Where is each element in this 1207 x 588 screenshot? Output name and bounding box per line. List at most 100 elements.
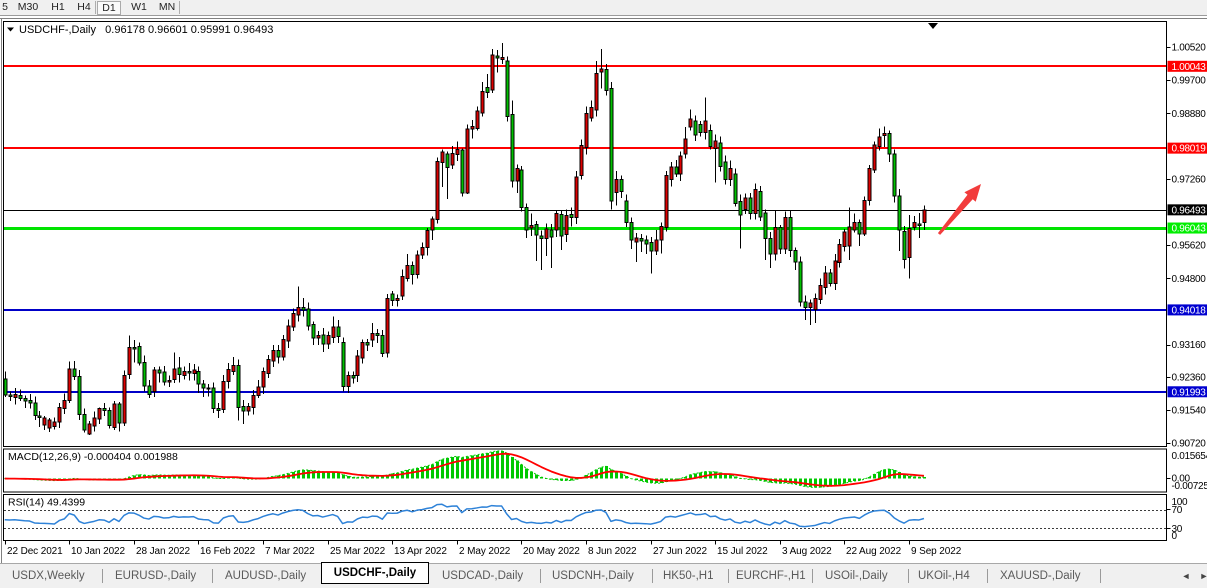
- candle-bullish: [246, 405, 251, 412]
- macd-histogram-bar: [138, 474, 141, 479]
- macd-histogram-bar: [794, 478, 797, 485]
- timeframe-button-w1[interactable]: W1: [131, 1, 147, 13]
- candle-bearish: [211, 387, 216, 409]
- candle-bearish: [828, 272, 833, 285]
- macd-histogram-bar: [575, 478, 578, 480]
- candle-bullish: [370, 333, 375, 341]
- timeframe-button-h1[interactable]: H1: [51, 1, 65, 13]
- chart-tab-usdcnh-daily[interactable]: USDCNH-,Daily: [552, 570, 634, 582]
- candle-bullish: [395, 298, 400, 302]
- macd-histogram-bar: [858, 478, 861, 481]
- candle-bearish: [549, 229, 554, 238]
- candle-bullish: [97, 407, 102, 420]
- candle-bearish: [82, 414, 87, 431]
- date-axis-label: 25 Mar 2022: [330, 546, 386, 557]
- chart-tab-eurusd-daily[interactable]: EURUSD-,Daily: [115, 570, 197, 582]
- macd-histogram-bar: [332, 472, 335, 479]
- candle-bearish: [341, 342, 346, 388]
- candle-bearish: [390, 293, 395, 302]
- chart-shift-marker-icon[interactable]: [928, 23, 938, 29]
- macd-histogram-bar: [491, 451, 494, 479]
- candle-bearish: [410, 264, 415, 276]
- tab-separator: [1100, 569, 1101, 583]
- chart-tab-hk50-h1[interactable]: HK50-,H1: [663, 570, 714, 582]
- candle-bullish: [112, 403, 117, 428]
- window-edge-top: [0, 18, 1207, 19]
- macd-histogram-bar: [615, 471, 618, 479]
- candle-bearish: [609, 88, 614, 202]
- candle-bearish: [18, 395, 23, 399]
- chart-tab-xauusd-daily[interactable]: XAUUSD-,Daily: [1000, 570, 1081, 582]
- symbol-dropdown-icon[interactable]: [7, 27, 14, 32]
- main-price-panel[interactable]: [3, 21, 1167, 447]
- candle-bullish: [355, 355, 360, 377]
- macd-histogram-bar: [411, 469, 414, 479]
- candle-bearish: [674, 166, 679, 175]
- candle-bullish: [654, 239, 659, 252]
- candle-bearish: [33, 402, 38, 416]
- price-axis-label: 1.00520: [1172, 43, 1207, 54]
- macd-histogram-bar: [217, 478, 220, 479]
- price-axis-label: 0.95620: [1172, 241, 1207, 252]
- macd-histogram-bar: [789, 478, 792, 484]
- chart-tab-ukoil-h4[interactable]: UKOil-,H4: [918, 570, 970, 582]
- trend-arrow[interactable]: [937, 184, 981, 235]
- macd-histogram-bar: [804, 478, 807, 487]
- candle-bearish: [887, 133, 892, 155]
- candle-bearish: [117, 403, 122, 424]
- rsi-axis-label: 0: [1172, 531, 1178, 542]
- candle-bullish: [435, 160, 440, 221]
- macd-label: MACD(12,26,9) -0.000404 0.001988: [8, 451, 178, 463]
- chart-tab-usdx-weekly[interactable]: USDX,Weekly: [12, 570, 85, 582]
- candle-bearish: [137, 346, 142, 364]
- candle-bullish: [67, 368, 72, 401]
- candle-bullish: [326, 335, 331, 345]
- candle-bullish: [360, 342, 365, 359]
- timeframe-button-mn[interactable]: MN: [158, 1, 176, 13]
- candle-bullish: [554, 213, 559, 231]
- macd-histogram-bar: [197, 475, 200, 479]
- candle-bearish: [162, 371, 167, 383]
- candle-bearish: [495, 55, 500, 59]
- chart-tab-eurchf-h1[interactable]: EURCHF-,H1: [736, 570, 806, 582]
- macd-histogram-bar: [908, 475, 911, 479]
- candle-bullish: [589, 106, 594, 119]
- price-badge-label: 0.98019: [1172, 144, 1207, 155]
- macd-histogram-bar: [819, 478, 822, 488]
- toolbar-separator: [179, 1, 180, 14]
- timeframe-button-5[interactable]: 5: [2, 1, 8, 13]
- chart-area[interactable]: USDCHF-,Daily 0.96178 0.96601 0.95991 0.…: [0, 0, 1207, 563]
- candle-bullish: [47, 419, 52, 429]
- candle-bearish: [569, 213, 574, 219]
- candle-bullish: [57, 407, 62, 423]
- candle-bullish: [256, 386, 261, 397]
- chart-tab-audusd-daily[interactable]: AUDUSD-,Daily: [225, 570, 307, 582]
- macd-histogram-bar: [446, 458, 449, 479]
- macd-histogram-bar: [386, 474, 389, 479]
- candle-bullish: [922, 209, 927, 224]
- candle-bullish: [872, 144, 877, 171]
- macd-panel: [3, 448, 1167, 493]
- timeframe-button-h4[interactable]: H4: [77, 1, 91, 13]
- candle-bullish: [703, 120, 708, 134]
- price-badge: [1167, 142, 1207, 154]
- candle-bullish: [574, 176, 579, 219]
- timeframe-button-m30[interactable]: M30: [17, 1, 39, 13]
- candle-bearish: [604, 68, 609, 92]
- macd-histogram-bar: [347, 476, 350, 479]
- macd-histogram-bar: [476, 454, 479, 479]
- candle-bullish: [62, 399, 67, 409]
- price-axis-label: 0.93160: [1172, 340, 1207, 351]
- chart-tab-usoil-daily[interactable]: USOil-,Daily: [825, 570, 888, 582]
- timeframe-button-d1[interactable]: D1: [97, 1, 121, 15]
- macd-signal-line: [4, 452, 925, 487]
- macd-histogram-bar: [560, 478, 563, 481]
- price-badge: [1167, 386, 1207, 398]
- chart-tab-usdchf-daily[interactable]: USDCHF-,Daily: [321, 562, 429, 584]
- candle-bullish: [291, 312, 296, 328]
- candle-bearish: [718, 142, 723, 167]
- chart-tab-usdcad-daily[interactable]: USDCAD-,Daily: [442, 570, 524, 582]
- tab-scroll-right-icon[interactable]: ►: [1199, 571, 1207, 581]
- tab-scroll-left-icon[interactable]: ◄: [1181, 571, 1191, 581]
- candle-bullish: [122, 375, 127, 424]
